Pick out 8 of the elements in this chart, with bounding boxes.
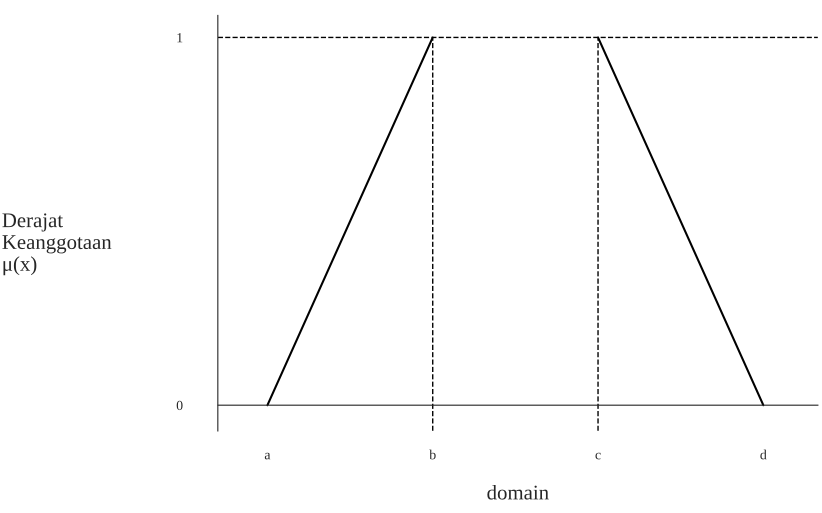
y-tick-label: 1 <box>177 33 182 42</box>
x-axis-title: domain <box>487 484 549 500</box>
y-axis-title: Derajat Keanggotaan μ(x) <box>2 213 112 276</box>
x-tick-label: c <box>595 452 601 460</box>
x-tick-label: b <box>429 450 436 460</box>
x-tick-label: d <box>760 450 767 460</box>
x-tick-label: a <box>264 452 270 460</box>
y-tick-label: 0 <box>176 400 183 410</box>
